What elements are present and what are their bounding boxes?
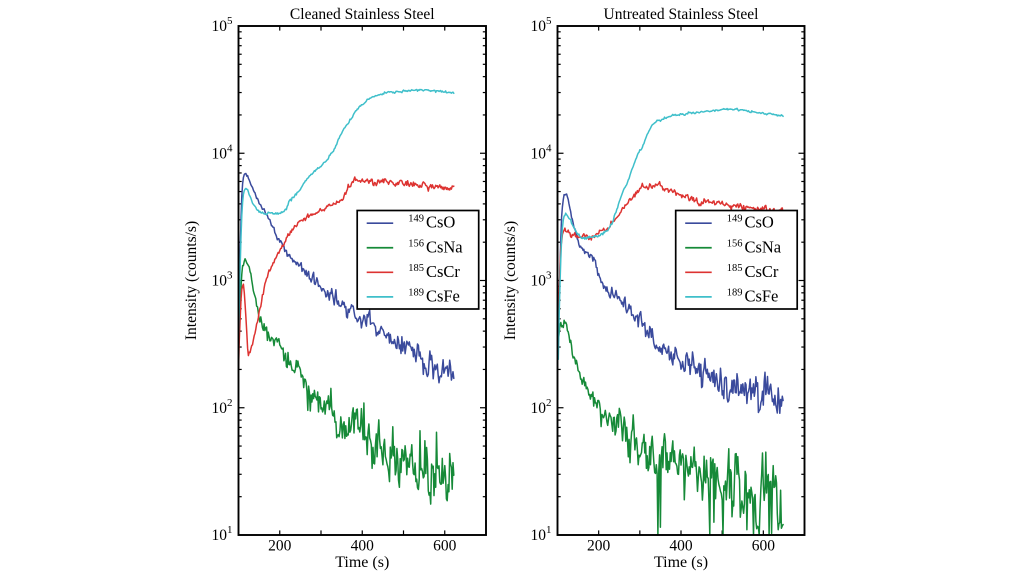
- series-line-185CsCr-left: [238, 176, 455, 371]
- y-tick-label-right: 102: [531, 397, 552, 417]
- series-line-156CsNa-left: [238, 258, 455, 505]
- legend-label-CsNa-left: 156 CsNa: [408, 237, 463, 256]
- legend-label-CsCr-left: 185 CsCr: [408, 262, 460, 281]
- x-axis-label-left: Time (s): [335, 554, 389, 571]
- legend-label-CsFe-left: 189 CsFe: [408, 286, 460, 305]
- panel-left: 200 400 600 105 104 103 102 101 Cleaned Stainles…: [183, 6, 487, 571]
- legend-label-CsO-left: 149 CsO: [408, 213, 455, 232]
- x-axis-label-right: Time (s): [654, 554, 708, 571]
- y-tick-label-left: 103: [212, 270, 234, 290]
- legend-label-CsCr-right: 185 CsCr: [727, 262, 779, 281]
- y-tick-label-left: 102: [212, 397, 233, 417]
- y-tick-label-right: 105: [531, 15, 553, 35]
- y-axis-label-right: Intensity (counts/s): [502, 221, 519, 340]
- panel-title-left: Cleaned Stainless Steel: [290, 6, 435, 23]
- legend-left: 149 CsO 156 CsNa 185 CsCr 189 CsFe: [356, 209, 480, 310]
- legend-label-CsNa-right: 156 CsNa: [727, 237, 782, 256]
- x-tick-label-right: 200: [587, 538, 611, 555]
- y-tick-label-right: 101: [531, 524, 552, 544]
- x-tick-label-right: 600: [752, 538, 776, 555]
- series-line-149CsO-left: [238, 172, 455, 384]
- y-tick-label-right: 103: [531, 270, 553, 290]
- series-line-189CsFe-left: [238, 88, 455, 352]
- series-line-189CsFe-right: [557, 107, 784, 361]
- legend-box-left: [356, 209, 480, 310]
- x-tick-label-left: 400: [351, 538, 375, 555]
- legend-right: 149 CsO 156 CsNa 185 CsCr 189 CsFe: [674, 209, 799, 310]
- legend-label-CsO-right: 149 CsO: [727, 213, 774, 232]
- axes-frame-right: [556, 25, 806, 536]
- series-right: [557, 107, 784, 536]
- series-line-156CsNa-right: [557, 319, 784, 536]
- y-tick-label-left: 105: [212, 15, 234, 35]
- panel-right: 200 400 600 105 104 103 102 101 Untreated Stainl…: [502, 6, 806, 571]
- y-tick-label-left: 101: [212, 524, 233, 544]
- x-tick-label-left: 200: [268, 538, 292, 555]
- x-tick-label-right: 400: [669, 538, 693, 555]
- panel-title-right: Untreated Stainless Steel: [604, 6, 759, 23]
- legend-label-CsFe-right: 189 CsFe: [727, 286, 779, 305]
- legend-box-right: [674, 209, 799, 310]
- y-tick-label-right: 104: [531, 142, 553, 162]
- y-tick-label-left: 104: [212, 142, 234, 162]
- x-tick-label-left: 600: [433, 538, 457, 555]
- axes-frame-left: [237, 25, 487, 536]
- series-left: [238, 88, 455, 505]
- series-line-185CsCr-right: [557, 180, 784, 327]
- y-axis-label-left: Intensity (counts/s): [183, 221, 200, 340]
- series-line-149CsO-right: [557, 193, 784, 415]
